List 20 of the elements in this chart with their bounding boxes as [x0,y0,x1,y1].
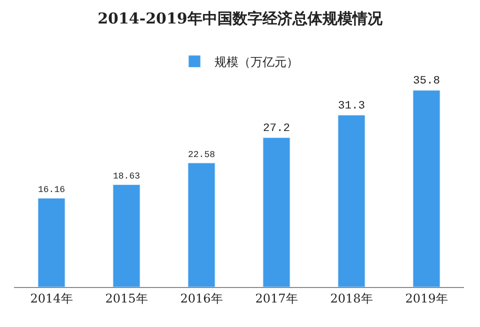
data-label: 18.63 [113,172,140,182]
bar [112,184,140,287]
data-label: 27.2 [263,122,290,135]
data-label: 22.58 [188,150,215,160]
x-tick-label: 2017年 [255,291,298,306]
bar [262,137,290,287]
data-label: 16.16 [38,185,65,196]
x-tick-label: 2014年 [30,291,73,306]
x-tick-label: 2015年 [105,291,148,306]
x-tick-label: 2016年 [180,291,223,306]
data-label: 31.3 [338,100,366,112]
bar [38,198,66,287]
legend-label: 规模（万亿元） [214,55,298,70]
bar [412,90,440,287]
chart-title: 2014-2019年中国数字经济总体规模情况 [98,10,384,28]
x-tick-label: 2019年 [405,291,448,306]
x-tick-label: 2018年 [330,291,373,306]
bar [188,162,216,287]
bar [338,114,366,287]
data-label: 35.8 [413,76,440,88]
